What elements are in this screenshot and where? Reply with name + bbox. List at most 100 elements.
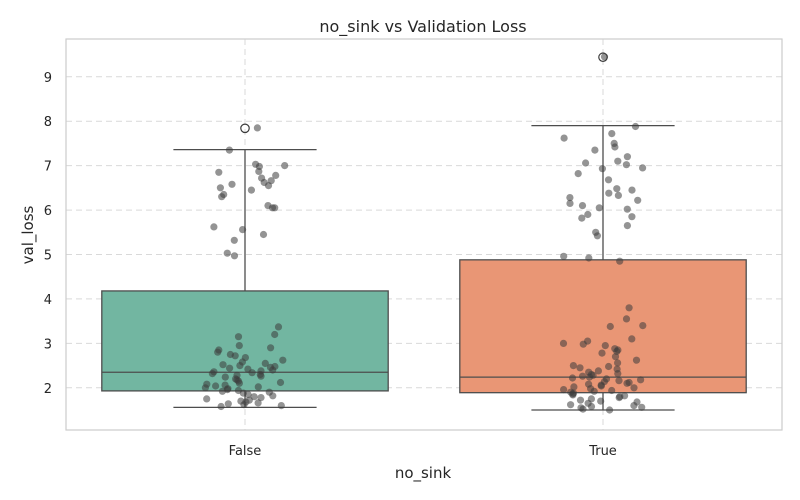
data-point xyxy=(593,232,602,240)
data-point xyxy=(605,362,613,371)
y-tick-label: 4 xyxy=(44,293,52,308)
data-point xyxy=(595,204,603,212)
data-point xyxy=(591,146,599,154)
y-tick-label: 9 xyxy=(44,71,52,86)
data-point xyxy=(219,361,227,369)
data-point xyxy=(605,189,613,197)
data-point xyxy=(269,392,277,400)
data-point xyxy=(606,406,614,414)
data-point xyxy=(264,182,273,190)
data-point xyxy=(639,164,647,172)
data-point xyxy=(274,323,283,331)
data-point xyxy=(259,230,268,239)
data-point xyxy=(234,333,243,341)
data-point xyxy=(628,335,636,343)
data-point xyxy=(616,257,624,265)
strip-points xyxy=(201,53,647,414)
data-point xyxy=(615,377,623,385)
data-point xyxy=(623,205,631,213)
data-point xyxy=(576,396,585,404)
data-point xyxy=(600,53,609,61)
points-false xyxy=(201,124,289,411)
data-point xyxy=(628,213,636,221)
data-point xyxy=(615,394,623,402)
data-point xyxy=(587,402,596,411)
data-point xyxy=(585,254,593,262)
data-point xyxy=(568,374,577,382)
data-point xyxy=(576,364,584,372)
data-point xyxy=(560,252,568,260)
data-point xyxy=(590,387,598,395)
data-point xyxy=(216,184,224,192)
data-point xyxy=(604,176,613,184)
y-tick-label: 6 xyxy=(44,204,52,219)
data-point xyxy=(560,386,568,394)
data-point xyxy=(257,372,265,380)
data-point xyxy=(272,171,280,179)
data-point xyxy=(223,249,231,257)
y-axis-ticks: 2 3 4 5 6 7 8 9 xyxy=(44,71,52,397)
data-point xyxy=(611,353,620,361)
data-point xyxy=(253,124,261,132)
data-point xyxy=(594,367,603,375)
data-point xyxy=(614,157,622,165)
data-point xyxy=(225,146,233,154)
data-point xyxy=(614,191,623,199)
data-point xyxy=(281,162,289,170)
data-point xyxy=(235,342,243,350)
data-point xyxy=(566,194,574,202)
data-point xyxy=(579,372,587,380)
data-point xyxy=(277,402,285,410)
box-false xyxy=(101,123,389,408)
x-axis-ticks: False True xyxy=(229,444,617,459)
chart-title: no_sink vs Validation Loss xyxy=(319,17,526,37)
data-point xyxy=(622,161,631,169)
data-point xyxy=(611,143,619,151)
y-tick-label: 5 xyxy=(44,248,52,263)
data-point xyxy=(601,342,609,350)
data-point xyxy=(639,322,647,330)
data-point xyxy=(254,399,262,407)
data-point xyxy=(214,348,222,356)
data-point xyxy=(613,185,621,193)
data-point xyxy=(210,223,218,231)
data-point xyxy=(625,304,633,312)
data-point xyxy=(269,366,277,374)
data-point xyxy=(559,339,568,347)
data-point xyxy=(257,394,265,402)
boxes xyxy=(101,52,747,411)
data-point xyxy=(239,226,247,234)
data-point xyxy=(230,252,239,260)
data-point xyxy=(261,359,269,367)
data-point xyxy=(582,159,590,167)
data-point xyxy=(569,362,578,370)
data-point xyxy=(630,402,638,410)
data-point xyxy=(560,134,568,142)
points-true xyxy=(559,53,647,414)
data-point xyxy=(623,153,632,161)
data-point xyxy=(230,236,238,244)
data-point xyxy=(247,186,255,194)
data-point xyxy=(218,193,226,201)
data-point xyxy=(240,401,248,409)
data-point xyxy=(248,369,256,377)
data-point xyxy=(235,379,243,387)
data-point xyxy=(255,167,263,175)
data-point xyxy=(598,349,606,357)
data-point xyxy=(578,214,586,222)
y-tick-label: 7 xyxy=(44,160,52,175)
data-point xyxy=(569,391,577,399)
y-axis-label: val_loss xyxy=(19,205,38,264)
data-point xyxy=(217,402,225,411)
data-point xyxy=(218,387,226,395)
iqr-box xyxy=(101,290,389,392)
y-tick-label: 8 xyxy=(44,115,52,130)
data-point xyxy=(224,400,232,408)
data-point xyxy=(231,352,239,360)
data-point xyxy=(268,204,277,212)
data-point xyxy=(585,373,594,381)
data-point xyxy=(584,210,592,219)
data-point xyxy=(276,378,285,387)
data-point xyxy=(254,383,262,391)
data-point xyxy=(228,180,236,188)
